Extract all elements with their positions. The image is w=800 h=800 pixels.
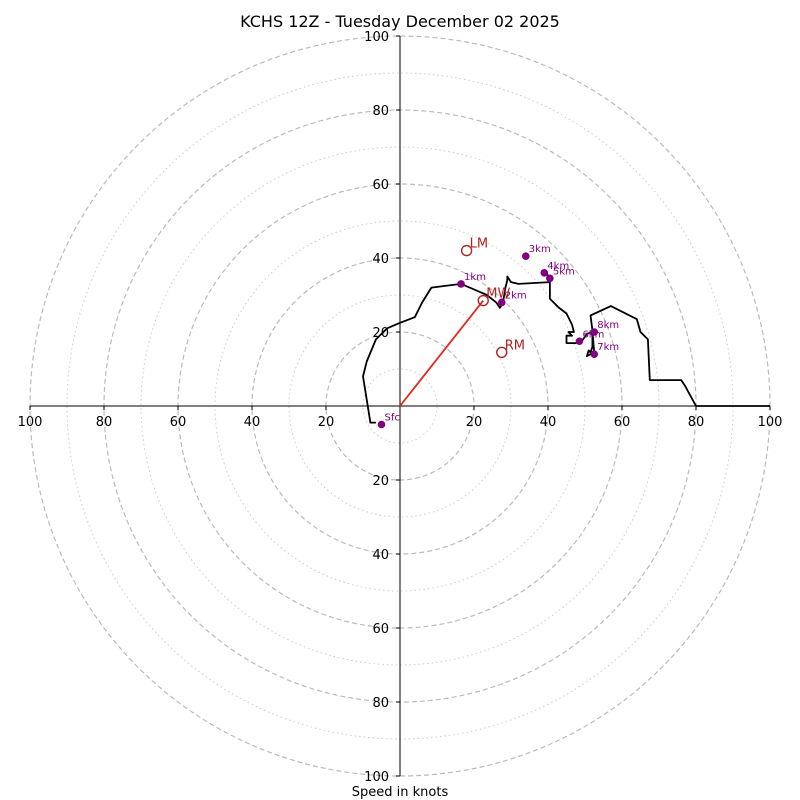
height-marker-2km	[497, 298, 506, 307]
storm-motion-marker-mw	[477, 294, 489, 307]
tick-label-right-100: 100	[758, 415, 783, 430]
tick-label-bottom-20: 20	[372, 474, 389, 489]
x-axis-label: Speed in knots	[352, 785, 449, 800]
height-label-2km: 2km	[505, 290, 527, 301]
height-marker-sfc	[377, 420, 386, 429]
tick-label-top-80: 80	[372, 104, 389, 119]
height-label-8km: 8km	[597, 320, 619, 331]
storm-motion-label-lm: LM	[470, 237, 488, 252]
height-label-sfc: Sfc	[385, 413, 400, 424]
storm-motion-label-mw: MW	[486, 287, 510, 302]
storm-motion-label-rm: RM	[505, 338, 525, 353]
wind-profile	[362, 271, 770, 424]
height-label-7km: 7km	[597, 342, 619, 353]
storm-motion-marker-lm	[460, 244, 473, 257]
tick-label-top-40: 40	[372, 252, 389, 267]
tick-label-bottom-100: 100	[364, 770, 389, 785]
tick-label-right-80: 80	[688, 415, 705, 430]
height-marker-6km	[575, 337, 584, 346]
tick-label-bottom-60: 60	[372, 622, 389, 637]
height-marker-4km	[540, 269, 549, 277]
tick-label-right-20: 20	[466, 415, 483, 430]
shear-vector-line	[399, 299, 484, 407]
storm-motion-marker-rm	[496, 346, 508, 359]
tick-labels: 2020202040404040606060608080808010010010…	[18, 30, 783, 785]
height-label-5km: 5km	[553, 266, 575, 277]
height-marker-5km	[546, 274, 554, 283]
shear-vector	[399, 299, 484, 407]
chart-title: KCHS 12Z - Tuesday December 02 2025	[240, 12, 560, 31]
height-markers: Sfc1km2km3km4km5km6km7km8km	[377, 244, 619, 429]
tick-label-bottom-40: 40	[372, 548, 389, 563]
storm-motion-markers: LM MW RM	[460, 237, 525, 359]
height-label-3km: 3km	[529, 244, 551, 255]
tick-label-left-60: 60	[170, 415, 187, 430]
height-label-4km: 4km	[547, 261, 569, 272]
tick-label-left-100: 100	[18, 415, 43, 430]
tick-label-left-80: 80	[96, 415, 113, 430]
tick-label-right-40: 40	[540, 415, 557, 430]
wind-profile-line	[362, 271, 770, 424]
height-marker-3km	[522, 252, 530, 260]
tick-label-left-40: 40	[244, 415, 261, 430]
tick-label-right-60: 60	[614, 415, 631, 430]
tick-label-top-60: 60	[372, 178, 389, 193]
height-marker-1km	[457, 280, 465, 288]
tick-label-top-100: 100	[364, 30, 389, 45]
height-marker-7km	[590, 350, 599, 359]
height-label-1km: 1km	[464, 272, 486, 283]
height-marker-8km	[590, 328, 599, 336]
tick-label-left-20: 20	[318, 415, 335, 430]
tick-label-bottom-80: 80	[372, 696, 389, 711]
